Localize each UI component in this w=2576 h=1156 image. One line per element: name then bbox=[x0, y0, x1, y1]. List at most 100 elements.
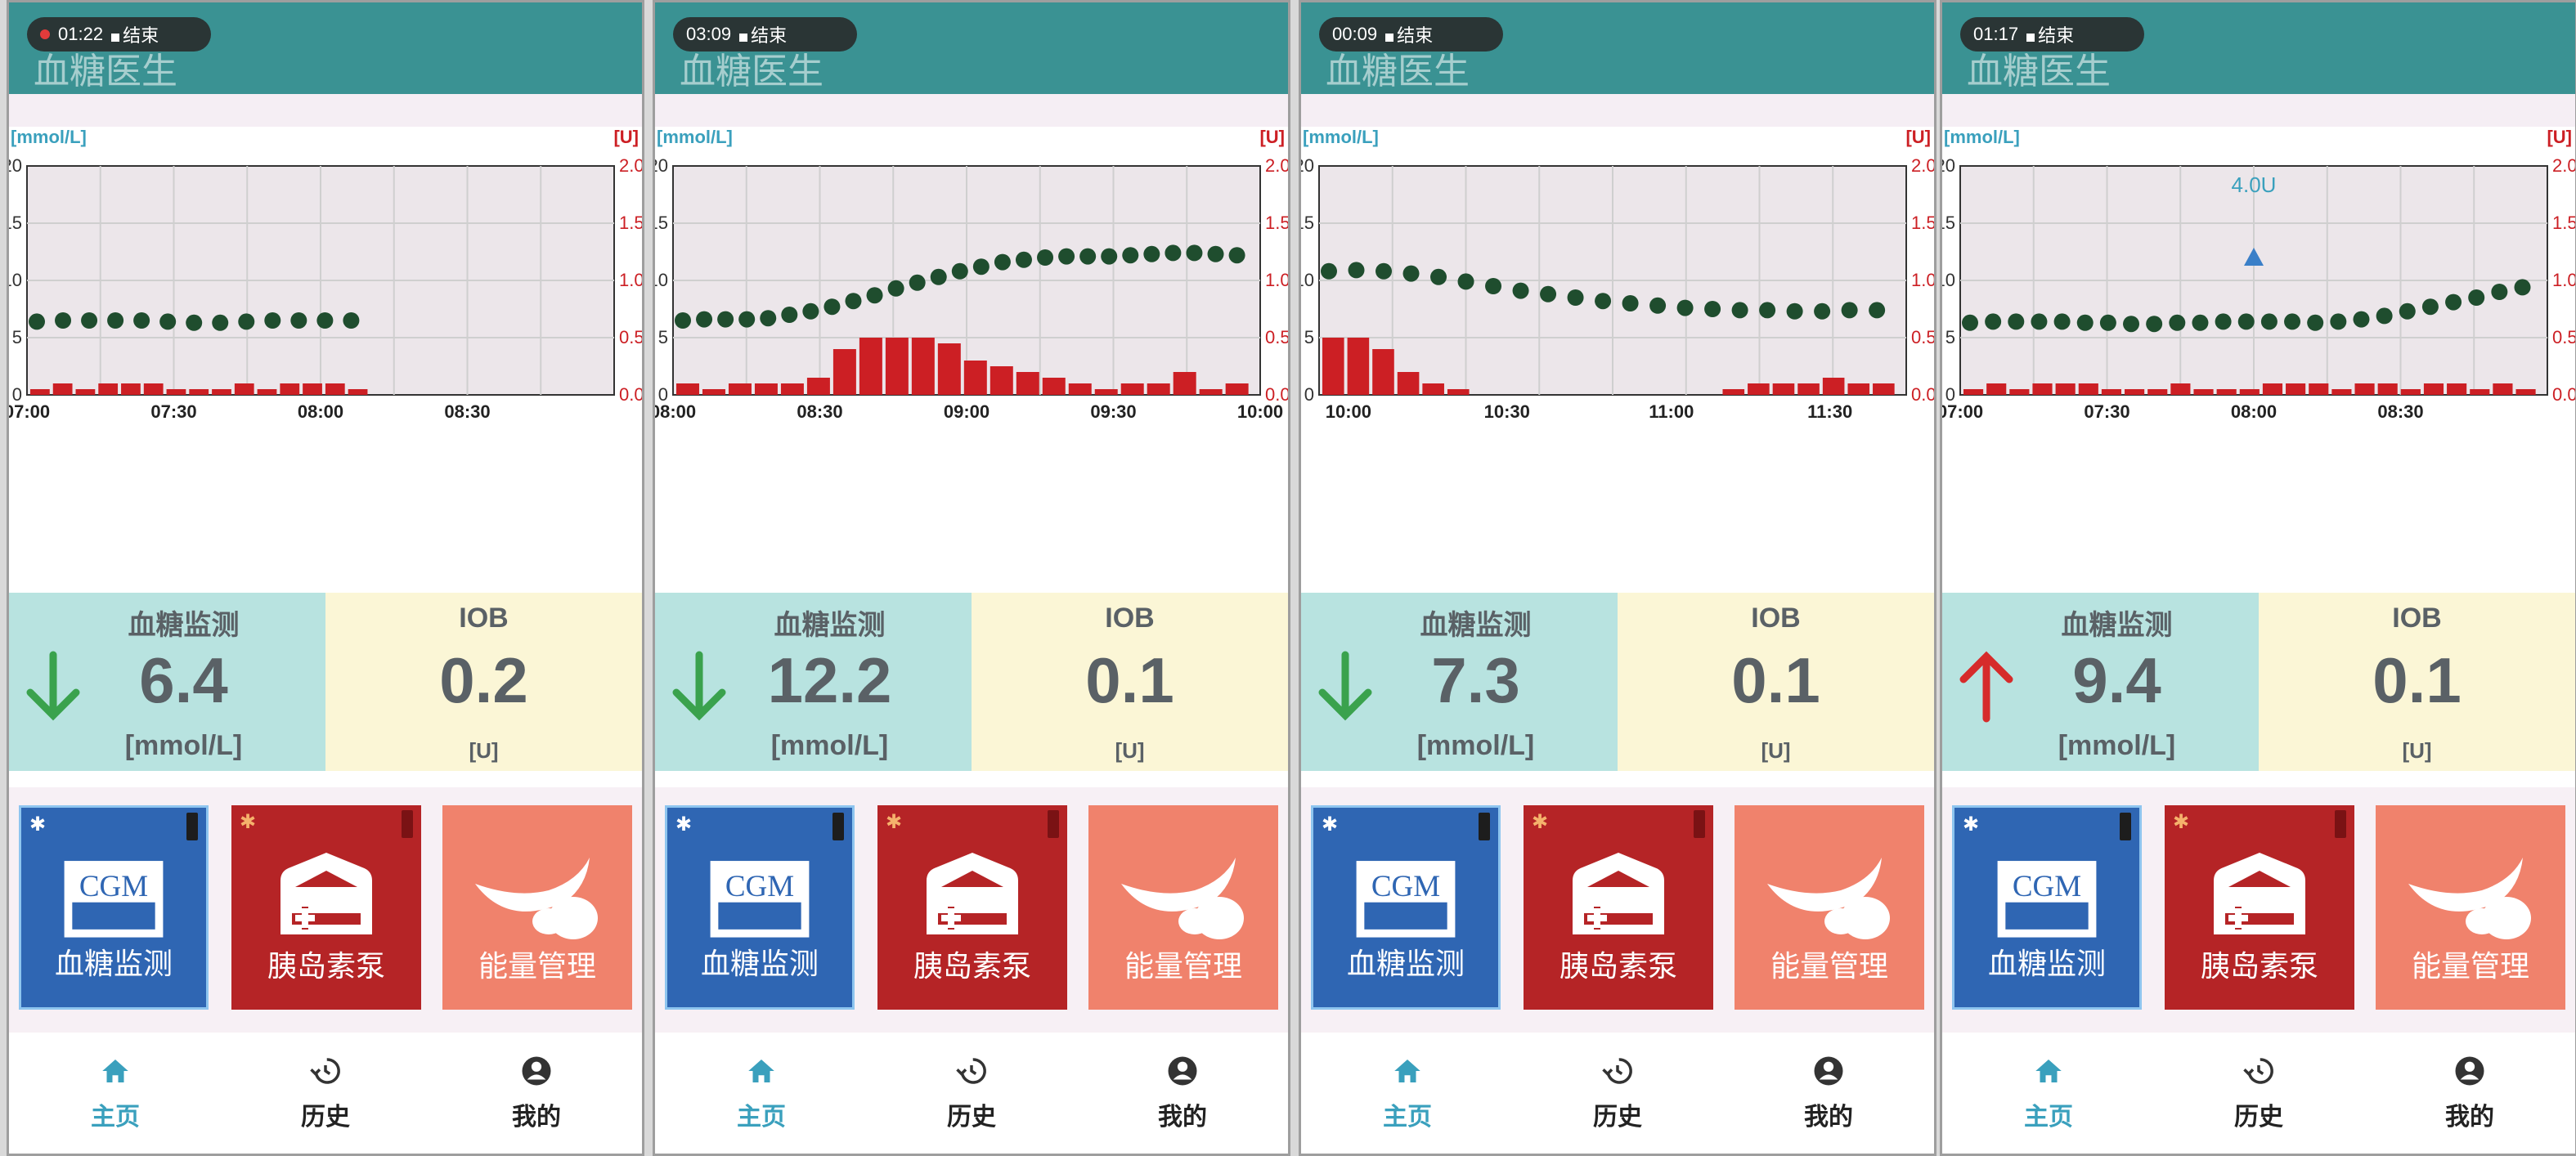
glucose-point bbox=[1015, 251, 1032, 268]
glucose-card[interactable]: 血糖监测 12.2 [mmol/L] bbox=[655, 593, 972, 771]
energy-tile-label: 能量管理 bbox=[1770, 949, 1888, 983]
iob-card[interactable]: IOB 0.2 [U] bbox=[325, 593, 642, 771]
glucose-point bbox=[133, 312, 150, 329]
home-icon bbox=[748, 1060, 774, 1082]
nav-mine-label: 我的 bbox=[512, 1104, 561, 1131]
insulin-bar bbox=[2377, 383, 2398, 395]
app-title: 血糖医生 bbox=[1326, 52, 1470, 92]
glucose-point bbox=[343, 312, 360, 329]
glucose-unit: [mmol/L] bbox=[124, 730, 243, 761]
nav-home[interactable]: 主页 bbox=[1334, 1054, 1481, 1132]
energy-tile[interactable]: 能量管理 bbox=[1088, 805, 1278, 1010]
insulin-bar bbox=[257, 389, 277, 395]
glucose-card[interactable]: 血糖监测 7.3 [mmol/L] bbox=[1301, 593, 1618, 771]
iob-title: IOB bbox=[2392, 603, 2442, 634]
glucose-title: 血糖监测 bbox=[128, 610, 240, 641]
stop-icon bbox=[2026, 34, 2035, 42]
screen-recording-pill[interactable]: 03:09 结束 bbox=[673, 17, 857, 52]
feature-tiles: ✱ CGM 血糖监测 ✱ bbox=[9, 787, 642, 1033]
battery-icon bbox=[402, 810, 413, 838]
nav-history[interactable]: 历史 bbox=[898, 1054, 1045, 1132]
x-tick: 11:00 bbox=[1649, 401, 1694, 422]
nav-home[interactable]: 主页 bbox=[688, 1054, 835, 1132]
cgm-tile[interactable]: ✱ CGM 血糖监测 bbox=[19, 805, 209, 1010]
energy-tile[interactable]: 能量管理 bbox=[1735, 805, 1924, 1010]
glucose-point bbox=[2192, 314, 2209, 331]
bluetooth-icon: ✱ bbox=[2173, 811, 2190, 833]
nav-history[interactable]: 历史 bbox=[1544, 1054, 1691, 1132]
insulin-bar bbox=[166, 389, 186, 395]
insulin-bar bbox=[1797, 383, 1820, 395]
battery-icon bbox=[832, 813, 844, 840]
glucose-card[interactable]: 血糖监测 6.4 [mmol/L] bbox=[9, 593, 325, 771]
glucose-card[interactable]: 血糖监测 9.4 [mmol/L] bbox=[1942, 593, 2259, 771]
glucose-point bbox=[994, 253, 1011, 271]
glucose-point bbox=[802, 302, 819, 320]
insulin-bar bbox=[1173, 372, 1196, 395]
glucose-point bbox=[866, 287, 883, 304]
y-right-tick: 2.0 bbox=[2552, 155, 2575, 176]
energy-tile[interactable]: 能量管理 bbox=[442, 805, 632, 1010]
glucose-point bbox=[930, 268, 947, 285]
cgm-device-icon: CGM bbox=[64, 861, 164, 938]
energy-tile-label: 能量管理 bbox=[2411, 949, 2529, 983]
insulin-pump-tile[interactable]: ✱ 胰岛素泵 bbox=[877, 805, 1067, 1010]
nav-mine[interactable]: 我的 bbox=[1109, 1054, 1256, 1132]
x-tick: 08:00 bbox=[655, 401, 696, 422]
glucose-point bbox=[696, 311, 713, 328]
battery-icon bbox=[1479, 813, 1490, 840]
y-left-tick: 10 bbox=[655, 270, 668, 290]
screen-recording-pill[interactable]: 01:22 结束 bbox=[27, 17, 211, 52]
cgm-tile[interactable]: ✱ CGM 血糖监测 bbox=[1311, 805, 1501, 1010]
glucose-point bbox=[1786, 302, 1803, 320]
y-left-tick: 5 bbox=[1304, 327, 1314, 347]
battery-icon bbox=[1048, 810, 1059, 838]
glucose-point bbox=[2284, 313, 2301, 330]
insulin-bar bbox=[30, 389, 50, 395]
insulin-bar bbox=[2055, 383, 2076, 395]
insulin-bar bbox=[1042, 378, 1066, 395]
bolus-marker-icon bbox=[2244, 248, 2264, 266]
stop-recording[interactable]: 结束 bbox=[1385, 21, 1433, 47]
iob-card[interactable]: IOB 0.1 [U] bbox=[1618, 593, 1934, 771]
nav-home[interactable]: 主页 bbox=[1975, 1054, 2122, 1132]
iob-value: 0.1 bbox=[2372, 644, 2462, 716]
nav-home[interactable]: 主页 bbox=[42, 1054, 189, 1132]
y-left-tick: 5 bbox=[12, 327, 22, 347]
stop-recording[interactable]: 结束 bbox=[2026, 21, 2074, 47]
glucose-point bbox=[81, 312, 98, 329]
screen-recording-pill[interactable]: 00:09 结束 bbox=[1319, 17, 1503, 52]
cgm-tile[interactable]: ✱ CGM 血糖监测 bbox=[1952, 805, 2142, 1010]
nav-mine[interactable]: 我的 bbox=[1755, 1054, 1902, 1132]
nav-mine[interactable]: 我的 bbox=[2396, 1054, 2543, 1132]
app-title: 血糖医生 bbox=[680, 52, 824, 92]
glucose-point bbox=[2237, 313, 2255, 330]
insulin-pump-tile[interactable]: ✱ 胰岛素泵 bbox=[1524, 805, 1713, 1010]
insulin-bar bbox=[1722, 389, 1745, 395]
iob-card[interactable]: IOB 0.1 [U] bbox=[2259, 593, 2575, 771]
iob-value: 0.2 bbox=[439, 644, 528, 716]
recording-time: 01:22 bbox=[58, 24, 104, 44]
insulin-bar bbox=[1422, 383, 1444, 395]
trend-arrow-icon bbox=[1318, 651, 1372, 721]
glucose-value: 12.2 bbox=[767, 644, 892, 716]
bottom-nav: 主页 历史 我的 bbox=[9, 1034, 642, 1154]
insulin-pump-tile[interactable]: ✱ 胰岛素泵 bbox=[231, 805, 421, 1010]
account-icon bbox=[1168, 1056, 1197, 1086]
insulin-bar bbox=[234, 383, 254, 395]
cgm-tile[interactable]: ✱ CGM 血糖监测 bbox=[665, 805, 855, 1010]
nav-history[interactable]: 历史 bbox=[2185, 1054, 2332, 1132]
energy-tile[interactable]: 能量管理 bbox=[2376, 805, 2565, 1010]
insulin-pump-tile[interactable]: ✱ 胰岛素泵 bbox=[2165, 805, 2354, 1010]
insulin-bar bbox=[348, 389, 368, 395]
iob-card[interactable]: IOB 0.1 [U] bbox=[972, 593, 1288, 771]
stop-recording[interactable]: 结束 bbox=[111, 21, 159, 47]
screen-recording-pill[interactable]: 01:17 结束 bbox=[1960, 17, 2144, 52]
insulin-bar bbox=[728, 383, 752, 395]
stop-recording[interactable]: 结束 bbox=[739, 21, 787, 47]
glucose-point bbox=[1348, 262, 1365, 279]
nav-mine[interactable]: 我的 bbox=[463, 1054, 610, 1132]
nav-history[interactable]: 历史 bbox=[252, 1054, 399, 1132]
chart-svg: [mmol/L] [U] 0 5 10 15 20 0.0 0.5 1.0 1.5 2.0 08:00 0… bbox=[655, 127, 1288, 422]
y-left-tick: 10 bbox=[1942, 270, 1955, 290]
